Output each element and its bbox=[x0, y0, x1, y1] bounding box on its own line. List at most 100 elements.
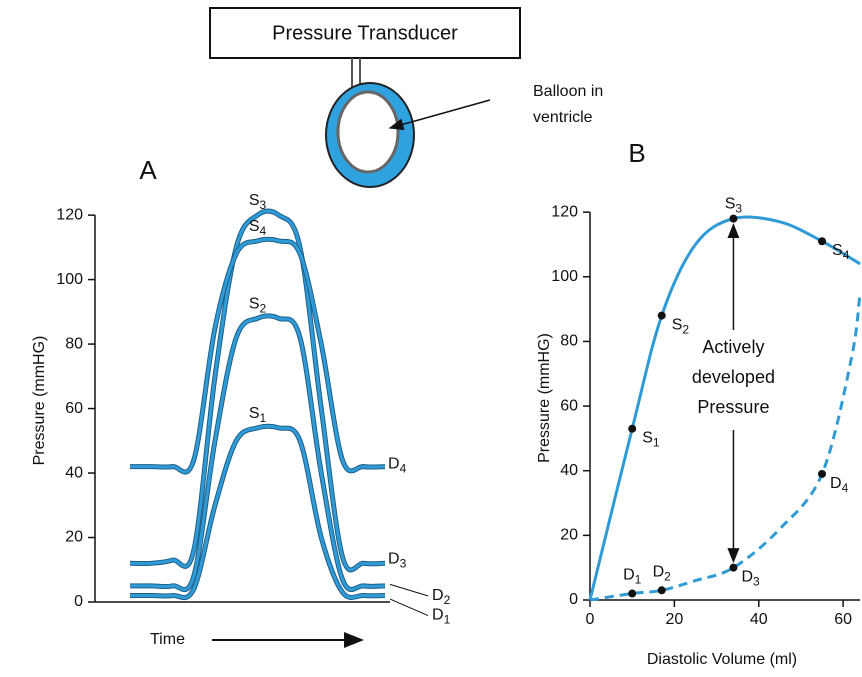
x-axis-label: Time bbox=[150, 631, 185, 648]
label-subscript: 2 bbox=[259, 301, 266, 315]
label-letter: D bbox=[388, 456, 400, 473]
label-letter: D bbox=[388, 551, 400, 568]
label-letter: D bbox=[623, 567, 635, 584]
data-point bbox=[818, 469, 827, 478]
y-axis-label: Pressure (mmHG) bbox=[536, 333, 553, 463]
balloon-pointer bbox=[388, 99, 491, 131]
pressure-curve-core bbox=[129, 314, 386, 592]
pressure-curve bbox=[129, 313, 386, 593]
label-subscript: 4 bbox=[842, 481, 849, 495]
label-letter: D bbox=[653, 564, 665, 581]
point-label: D2 bbox=[653, 564, 672, 584]
y-tick-label: 40 bbox=[560, 462, 578, 479]
balloon-label: Balloon in bbox=[533, 83, 603, 100]
label-letter: D bbox=[432, 607, 444, 624]
label-subscript: 3 bbox=[400, 556, 407, 570]
y-tick-label: 80 bbox=[65, 335, 83, 352]
pressure-curve bbox=[130, 236, 386, 475]
point-label: S1 bbox=[642, 430, 660, 450]
label-letter: D bbox=[432, 587, 444, 604]
label-letter: S bbox=[249, 192, 260, 209]
label-letter: S bbox=[642, 430, 653, 447]
label-letter: S bbox=[725, 196, 736, 213]
point-label: D4 bbox=[388, 456, 407, 476]
pressure-curve bbox=[129, 208, 386, 573]
label-letter: S bbox=[249, 296, 260, 313]
point-label: D3 bbox=[741, 569, 760, 589]
label-leader bbox=[389, 598, 429, 617]
transducer-diagram: Pressure Transducer Balloon in ventricle bbox=[209, 7, 603, 188]
y-axis-label: Pressure (mmHG) bbox=[31, 336, 48, 466]
point-label: S1 bbox=[249, 405, 267, 425]
panel-letter: B bbox=[628, 138, 645, 168]
y-tick-label: 100 bbox=[56, 271, 83, 288]
x-tick-label: 40 bbox=[750, 611, 768, 628]
data-point bbox=[729, 214, 738, 223]
point-label: S2 bbox=[249, 296, 267, 316]
label-letter: D bbox=[830, 475, 842, 492]
balloon bbox=[336, 90, 400, 174]
point-label: D2 bbox=[432, 587, 451, 607]
y-tick-label: 20 bbox=[65, 529, 83, 546]
label-subscript: 1 bbox=[653, 436, 660, 450]
point-label: S3 bbox=[725, 196, 743, 216]
pressure-curve-core bbox=[130, 424, 386, 600]
label-subscript: 2 bbox=[444, 593, 451, 607]
point-label: S4 bbox=[832, 242, 850, 262]
label-subscript: 4 bbox=[843, 248, 850, 262]
x-axis-label: Diastolic Volume (ml) bbox=[647, 651, 797, 668]
label-subscript: 2 bbox=[664, 569, 671, 583]
label-subscript: 1 bbox=[635, 573, 642, 587]
annotation: developed bbox=[692, 367, 775, 387]
label-subscript: 2 bbox=[682, 323, 689, 337]
y-tick-label: 100 bbox=[551, 268, 578, 285]
label-subscript: 3 bbox=[259, 198, 266, 212]
pressure-curve-core bbox=[130, 237, 386, 474]
y-tick-label: 80 bbox=[560, 333, 578, 350]
data-point bbox=[729, 563, 738, 572]
pressure-curve bbox=[130, 423, 386, 601]
annotation: Pressure bbox=[697, 397, 769, 417]
data-point bbox=[657, 311, 666, 320]
label-letter: S bbox=[249, 405, 260, 422]
data-point bbox=[628, 424, 637, 433]
panel-letter: A bbox=[139, 155, 157, 185]
pv-curve bbox=[589, 292, 862, 602]
point-label: D4 bbox=[830, 475, 849, 495]
y-tick-label: 20 bbox=[560, 527, 578, 544]
point-label: S4 bbox=[249, 218, 267, 238]
y-tick-label: 40 bbox=[65, 464, 83, 481]
label-leader bbox=[389, 583, 429, 597]
transducer-label: Pressure Transducer bbox=[272, 22, 458, 44]
point-label: D1 bbox=[623, 567, 642, 587]
point-label: S3 bbox=[249, 192, 267, 212]
label-letter: S bbox=[832, 242, 843, 259]
data-point bbox=[657, 586, 666, 595]
x-tick-label: 0 bbox=[586, 611, 595, 628]
data-point bbox=[818, 237, 827, 246]
y-tick-label: 120 bbox=[56, 206, 83, 223]
y-tick-label: 0 bbox=[569, 591, 578, 608]
point-label: S2 bbox=[672, 317, 690, 337]
label-subscript: 3 bbox=[735, 202, 742, 216]
label-subscript: 4 bbox=[259, 224, 266, 238]
data-point bbox=[628, 589, 637, 598]
label-letter: S bbox=[249, 218, 260, 235]
label-subscript: 1 bbox=[259, 411, 266, 425]
balloon-label: ventricle bbox=[533, 109, 593, 126]
y-tick-label: 60 bbox=[560, 397, 578, 414]
annotation: Actively bbox=[702, 337, 764, 357]
label-letter: D bbox=[741, 569, 753, 586]
y-tick-label: 60 bbox=[65, 400, 83, 417]
pressure-curve-core bbox=[129, 209, 386, 572]
y-tick-label: 120 bbox=[551, 203, 578, 220]
x-tick-label: 20 bbox=[665, 611, 683, 628]
tube bbox=[351, 58, 361, 88]
y-tick-label: 0 bbox=[74, 593, 83, 610]
label-subscript: 1 bbox=[444, 613, 451, 627]
pv-curve bbox=[588, 215, 861, 601]
label-subscript: 3 bbox=[753, 575, 760, 589]
label-subscript: 4 bbox=[400, 462, 407, 476]
x-tick-label: 60 bbox=[834, 611, 852, 628]
